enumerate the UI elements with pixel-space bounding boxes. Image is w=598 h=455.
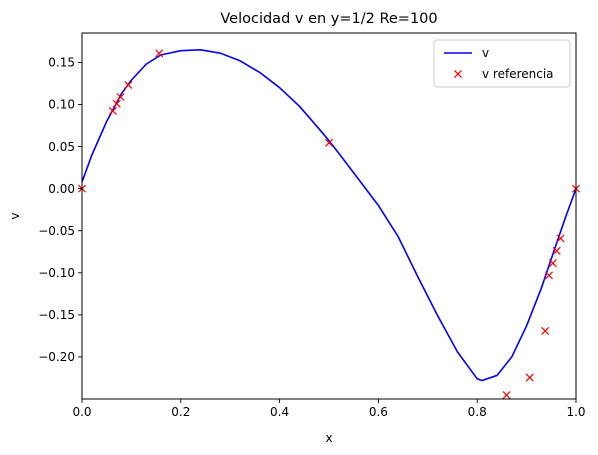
reference-point-marker	[552, 246, 561, 255]
x-marker-icon	[112, 99, 121, 108]
x-marker-icon	[552, 246, 561, 255]
x-axis-label: x	[325, 431, 332, 445]
x-marker-icon	[502, 391, 511, 400]
reference-point-marker	[324, 138, 334, 147]
x-marker-icon	[525, 373, 534, 382]
legend-label: v	[482, 46, 489, 60]
chart-title: Velocidad v en y=1/2 Re=100	[220, 11, 437, 27]
x-marker-icon	[548, 259, 557, 268]
y-tick-label: −0.05	[38, 224, 75, 238]
reference-point-marker	[502, 391, 511, 400]
y-tick-label: −0.10	[38, 266, 75, 280]
reference-point-marker	[124, 80, 133, 90]
y-tick-label: 0.00	[48, 182, 75, 196]
series-line-v	[82, 49, 576, 382]
reference-point-marker	[112, 99, 121, 108]
reference-point-marker	[525, 373, 534, 382]
x-marker-icon	[155, 49, 164, 58]
legend: v v referencia	[433, 39, 571, 88]
x-marker-icon	[108, 106, 117, 116]
x-marker-icon	[116, 93, 125, 102]
x-marker-icon	[556, 234, 565, 243]
reference-point-marker	[544, 271, 554, 280]
legend-x-marker-icon	[453, 69, 463, 79]
x-tick-label: 0.0	[72, 405, 91, 419]
x-tick-label: 0.4	[270, 405, 289, 419]
y-axis-label: v	[8, 212, 22, 219]
y-tick-label: −0.20	[38, 350, 75, 364]
y-tick-label: 0.05	[48, 140, 75, 154]
reference-point-marker	[108, 106, 117, 116]
axes-frame	[81, 32, 577, 400]
x-marker-icon	[324, 138, 334, 147]
reference-point-marker	[541, 326, 550, 335]
x-tick-label: 0.6	[369, 405, 388, 419]
legend-box	[433, 39, 571, 88]
x-marker-icon	[544, 271, 554, 280]
x-tick-label: 1.0	[566, 405, 585, 419]
reference-point-marker	[116, 93, 125, 102]
reference-point-marker	[556, 234, 565, 243]
x-marker-icon	[541, 326, 550, 335]
x-marker-icon	[124, 80, 133, 90]
reference-point-marker	[155, 49, 164, 58]
legend-label: v referencia	[482, 67, 554, 81]
y-tick-label: −0.15	[38, 308, 75, 322]
x-tick-label: 0.8	[468, 405, 487, 419]
reference-point-marker	[548, 259, 557, 268]
y-tick-label: 0.15	[48, 56, 75, 70]
x-tick-label: 0.2	[171, 405, 190, 419]
y-tick-label: 0.10	[48, 98, 75, 112]
